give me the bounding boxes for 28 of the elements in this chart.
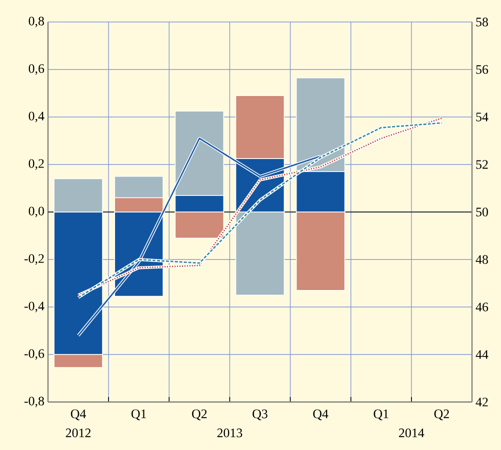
y-tick-label: -0,2 (24, 254, 44, 265)
text: 2012 (66, 428, 91, 438)
y2-tick-label: 58 (476, 18, 488, 26)
y-tick-label: 0,0 (28, 206, 44, 218)
y-tick-label: 0,2 (28, 159, 44, 170)
y-tick-label: -0,8 (24, 396, 44, 408)
y-tick-label: 0,6 (28, 64, 44, 75)
y2-tick-label: 56 (476, 65, 488, 74)
x-tick-label: Q1 (131, 410, 146, 420)
y2-tick-label: 50 (476, 208, 488, 216)
x-tick-label: Q4 (70, 410, 86, 420)
y2-tick-label: 46 (476, 302, 488, 312)
x-tick-label: Q1 (374, 410, 388, 420)
y-tick-label: -0,6 (24, 349, 44, 360)
y-tick-label: 0,4 (28, 112, 44, 122)
x-tick-label: Q4 (313, 410, 328, 420)
y-tick-label: 0,8 (28, 16, 44, 28)
y2-tick-label: 52 (476, 160, 488, 169)
y2-tick-label: 44 (476, 350, 488, 359)
x-tick-label: Q3 (252, 410, 268, 420)
text: 2014 (399, 428, 424, 438)
text: 2013 (217, 428, 242, 438)
x-tick-label: Q2 (192, 410, 207, 420)
x-tick-label: Q2 (434, 410, 449, 420)
y-tick-label: -0,4 (24, 302, 44, 312)
y2-tick-label: 42 (476, 398, 488, 406)
y2-tick-label: 54 (476, 112, 488, 122)
y2-tick-label: 48 (476, 255, 488, 264)
